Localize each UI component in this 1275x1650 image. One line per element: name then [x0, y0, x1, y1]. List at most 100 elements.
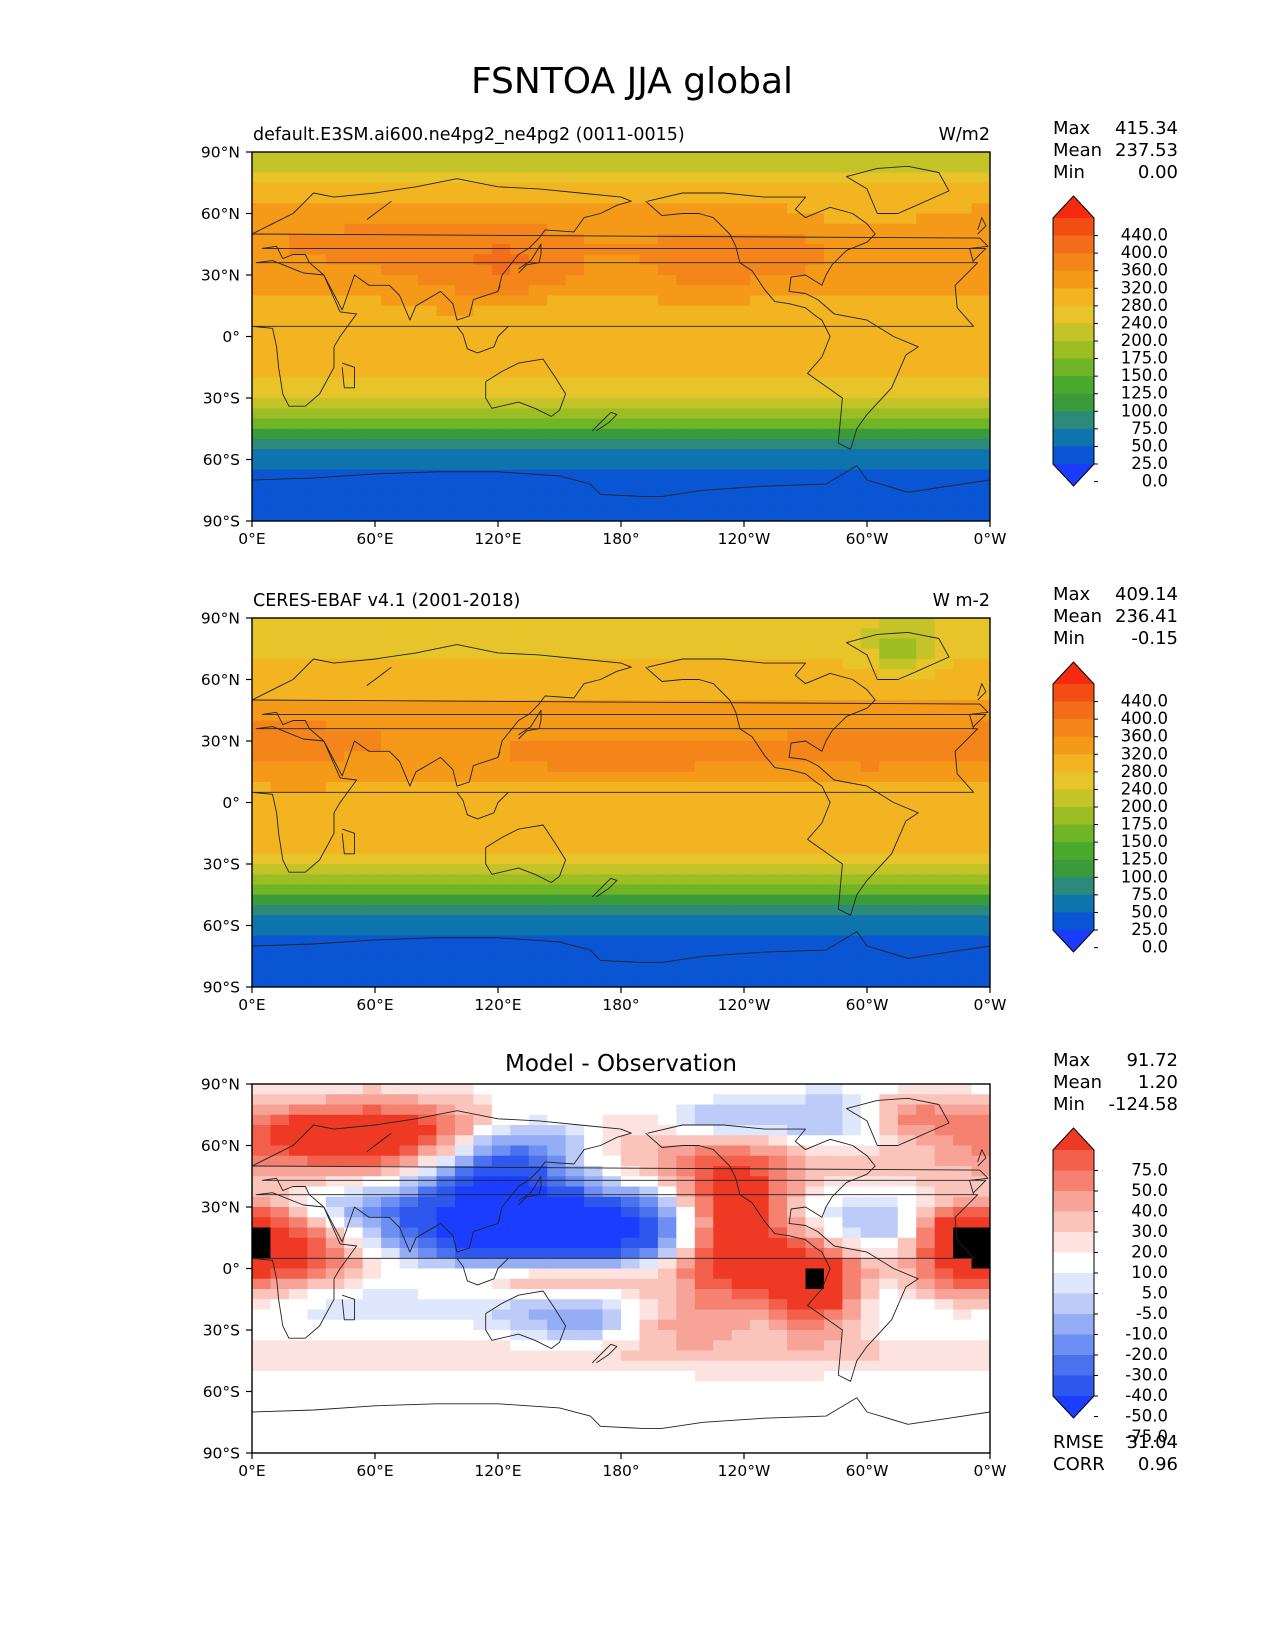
grid-cell — [418, 669, 438, 681]
grid-cell — [418, 823, 438, 834]
grid-cell — [787, 751, 807, 763]
grid-cell — [270, 193, 290, 204]
grid-cell — [953, 782, 973, 793]
grid-cell — [436, 966, 456, 978]
grid-cell — [934, 1422, 954, 1434]
grid-cell — [953, 915, 973, 927]
grid-cell — [454, 905, 474, 916]
grid-cell — [676, 1268, 696, 1280]
grid-cell — [934, 357, 954, 368]
grid-cell — [787, 1330, 807, 1341]
grid-cell — [934, 1104, 954, 1116]
grid-cell — [805, 1227, 825, 1239]
grid-cell — [768, 730, 788, 742]
grid-cell — [639, 1114, 659, 1126]
grid-cell — [473, 1330, 493, 1341]
grid-cell — [528, 669, 548, 681]
grid-cell — [621, 264, 641, 276]
grid-cell — [657, 1381, 677, 1393]
grid-cell — [657, 751, 677, 763]
grid-cell — [436, 659, 456, 670]
grid-cell — [307, 1422, 327, 1434]
grid-cell — [565, 874, 585, 886]
grid-cell — [454, 367, 474, 379]
grid-cell — [399, 1391, 419, 1403]
grid-cell — [602, 710, 622, 722]
grid-cell — [528, 1135, 548, 1147]
grid-cell — [842, 162, 862, 174]
grid-cell — [750, 1299, 770, 1311]
grid-cell — [916, 1412, 936, 1423]
grid-cell — [694, 679, 714, 691]
grid-cell — [897, 894, 917, 906]
grid-cell — [436, 1248, 456, 1259]
grid-cell — [602, 223, 622, 235]
grid-cell — [270, 925, 290, 937]
grid-cell — [657, 1401, 677, 1413]
grid-cell — [657, 172, 677, 184]
grid-cell — [639, 377, 659, 389]
grid-cell — [805, 182, 825, 194]
grid-cell — [252, 357, 272, 368]
grid-cell — [325, 1248, 345, 1259]
grid-cell — [787, 1258, 807, 1270]
grid-cell — [971, 1084, 990, 1095]
colorbar-segment — [1053, 859, 1094, 878]
grid-cell — [528, 679, 548, 691]
grid-cell — [381, 439, 401, 450]
grid-cell — [528, 751, 548, 763]
grid-cell — [399, 1309, 419, 1321]
grid-cell — [510, 234, 530, 245]
grid-cell — [842, 720, 862, 732]
grid-cell — [491, 1145, 511, 1157]
grid-cell — [897, 1391, 917, 1403]
grid-cell — [676, 1227, 696, 1239]
grid-cell — [528, 761, 548, 773]
grid-cell — [823, 1084, 843, 1095]
grid-cell — [787, 1391, 807, 1403]
grid-cell — [879, 264, 899, 276]
grid-cell — [842, 771, 862, 783]
grid-cell — [657, 802, 677, 814]
grid-cell — [897, 1207, 917, 1218]
grid-cell — [639, 1350, 659, 1362]
grid-cell — [860, 1104, 880, 1116]
grid-cell — [418, 449, 438, 461]
grid-cell — [418, 295, 438, 307]
grid-cell — [510, 1248, 530, 1259]
grid-cell — [971, 459, 990, 471]
grid-cell — [657, 182, 677, 194]
grid-cell — [565, 628, 585, 640]
grid-cell — [584, 346, 604, 358]
grid-cell — [916, 618, 936, 629]
grid-cell — [676, 1248, 696, 1259]
grid-cell — [454, 1114, 474, 1126]
grid-cell — [418, 730, 438, 742]
grid-cell — [381, 812, 401, 824]
grid-cell — [288, 1227, 308, 1239]
grid-cell — [473, 1340, 493, 1352]
grid-cell — [454, 377, 474, 389]
grid-cell — [288, 1125, 308, 1136]
grid-cell — [381, 1360, 401, 1372]
grid-cell — [270, 648, 290, 660]
grid-cell — [713, 1237, 733, 1249]
grid-cell — [473, 1258, 493, 1270]
grid-cell — [971, 469, 990, 481]
grid-cell — [916, 833, 936, 845]
grid-cell — [657, 1330, 677, 1341]
grid-cell — [381, 500, 401, 512]
grid-cell — [621, 618, 641, 629]
grid-cell — [953, 1248, 973, 1259]
grid-cell — [528, 254, 548, 266]
grid-cell — [565, 689, 585, 701]
grid-cell — [270, 408, 290, 420]
grid-cell — [787, 966, 807, 978]
grid-cell — [657, 275, 677, 286]
grid-cell — [694, 387, 714, 399]
grid-cell — [362, 1442, 382, 1453]
grid-cell — [953, 1442, 973, 1453]
grid-cell — [621, 771, 641, 783]
grid-cell — [288, 946, 308, 957]
grid-cell — [344, 741, 364, 752]
